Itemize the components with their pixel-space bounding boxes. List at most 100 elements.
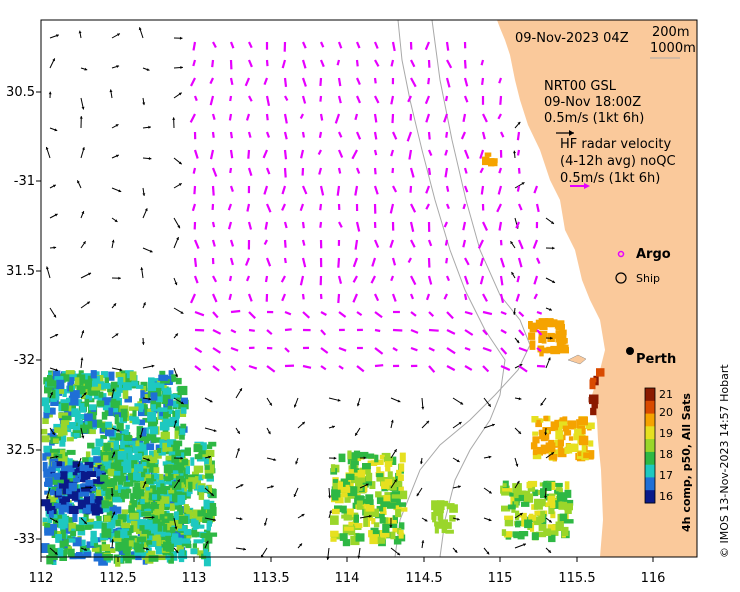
model-arrowhead	[115, 333, 119, 337]
sst-pixel	[57, 429, 64, 437]
radar-arrow	[374, 311, 383, 319]
sst-pixel	[123, 482, 134, 487]
radar-arrow	[391, 41, 396, 52]
radar-arrow	[445, 275, 451, 282]
sst-pixel	[205, 449, 215, 457]
sst-pixel	[149, 435, 156, 440]
sst-pixel	[371, 518, 376, 525]
model-arrowhead	[88, 272, 91, 276]
sst-pixel	[554, 419, 560, 428]
radar-arrow	[373, 239, 380, 248]
model-arrowhead	[48, 91, 52, 95]
sst-pixel	[158, 374, 169, 381]
model-arrowhead	[53, 246, 57, 250]
sst-pixel	[48, 466, 56, 472]
sst-pixel	[89, 404, 97, 411]
radar-arrow	[229, 185, 234, 192]
radar-arrow	[427, 275, 433, 285]
sst-pixel	[61, 403, 69, 412]
model-arrowhead	[270, 485, 274, 489]
sst-pixel	[82, 457, 91, 463]
sst-pixel	[376, 473, 384, 478]
sst-pixel	[64, 500, 70, 507]
radar-arrow	[244, 77, 251, 87]
radar-arrow	[211, 167, 218, 177]
sst-pixel	[54, 388, 60, 399]
sst-pixel	[85, 479, 94, 486]
radar-arrow	[209, 95, 215, 106]
sst-pixel	[164, 447, 173, 452]
sst-pixel	[192, 531, 200, 537]
model-arrowhead	[142, 193, 146, 196]
sst-pixel	[113, 440, 119, 450]
radar-arrow	[283, 131, 288, 140]
sst-pixel	[132, 444, 139, 454]
sst-pixel	[133, 542, 140, 550]
sst-pixel	[208, 441, 217, 447]
radar-arrow	[410, 328, 419, 334]
sst-pixel	[100, 474, 109, 482]
radar-arrow	[373, 41, 379, 49]
sst-pixel	[53, 503, 61, 509]
sst-pixel	[591, 400, 598, 409]
sst-pixel	[385, 517, 393, 525]
sst-pixel	[135, 504, 142, 510]
sst-pixel	[116, 421, 124, 431]
radar-arrow	[301, 239, 306, 246]
radar-arrow	[516, 149, 521, 156]
sst-pixel	[122, 545, 131, 554]
sst-pixel	[140, 386, 147, 392]
radar-arrow	[464, 329, 474, 336]
radar-arrow	[463, 77, 469, 87]
colorbar-frame	[644, 387, 656, 504]
model-arrowhead	[151, 516, 155, 519]
model-arrowhead	[267, 431, 271, 435]
model-arrowhead	[369, 514, 372, 518]
sst-pixel	[152, 494, 158, 500]
radar-arrow	[392, 347, 398, 352]
sst-pixel	[84, 461, 94, 468]
depth-200-label: 200m	[652, 25, 690, 40]
sst-pixel	[547, 524, 557, 531]
sst-pixel	[51, 389, 56, 399]
model-arrowhead	[55, 455, 59, 459]
sst-pixel	[68, 395, 79, 406]
radar-arrow	[230, 365, 237, 372]
radar-arrow	[248, 364, 258, 370]
sst-pixel	[62, 389, 67, 397]
sst-pixel	[142, 398, 151, 404]
sst-pixel	[84, 379, 92, 388]
sst-pixel	[172, 464, 183, 471]
radar-arrow	[463, 275, 469, 285]
radar-arrow	[410, 346, 418, 352]
sst-pixel	[55, 454, 63, 459]
sst-pixel	[502, 483, 507, 488]
sst-pixel	[175, 451, 182, 457]
radar-arrow	[212, 41, 217, 49]
colorbar-segment	[645, 388, 655, 402]
model-label-3: 0.5m/s (1kt 6h)	[544, 111, 645, 126]
sst-pixel	[431, 500, 439, 511]
radar-arrow	[536, 310, 543, 315]
sst-pixel	[165, 455, 172, 461]
radar-arrow	[443, 113, 449, 123]
sst-pixel	[90, 370, 97, 379]
sst-pixel	[56, 379, 65, 390]
sst-pixel	[583, 452, 591, 459]
radar-arrow	[444, 239, 449, 246]
sst-pixel	[578, 435, 589, 446]
colorbar-segment	[645, 490, 655, 504]
sst-pixel	[379, 454, 385, 460]
radar-arrow	[374, 347, 384, 355]
model-arrowhead	[54, 213, 58, 217]
radar-arrow	[389, 239, 395, 248]
radar-arrow	[445, 257, 449, 264]
sst-pixel	[67, 422, 76, 429]
sst-pixel	[92, 375, 100, 384]
radar-arrow	[373, 149, 378, 156]
sst-pixel	[83, 507, 91, 512]
sst-pixel	[157, 407, 168, 412]
model-arrowhead	[138, 27, 142, 31]
model-arrowhead	[390, 419, 394, 423]
radar-arrow	[463, 95, 469, 103]
